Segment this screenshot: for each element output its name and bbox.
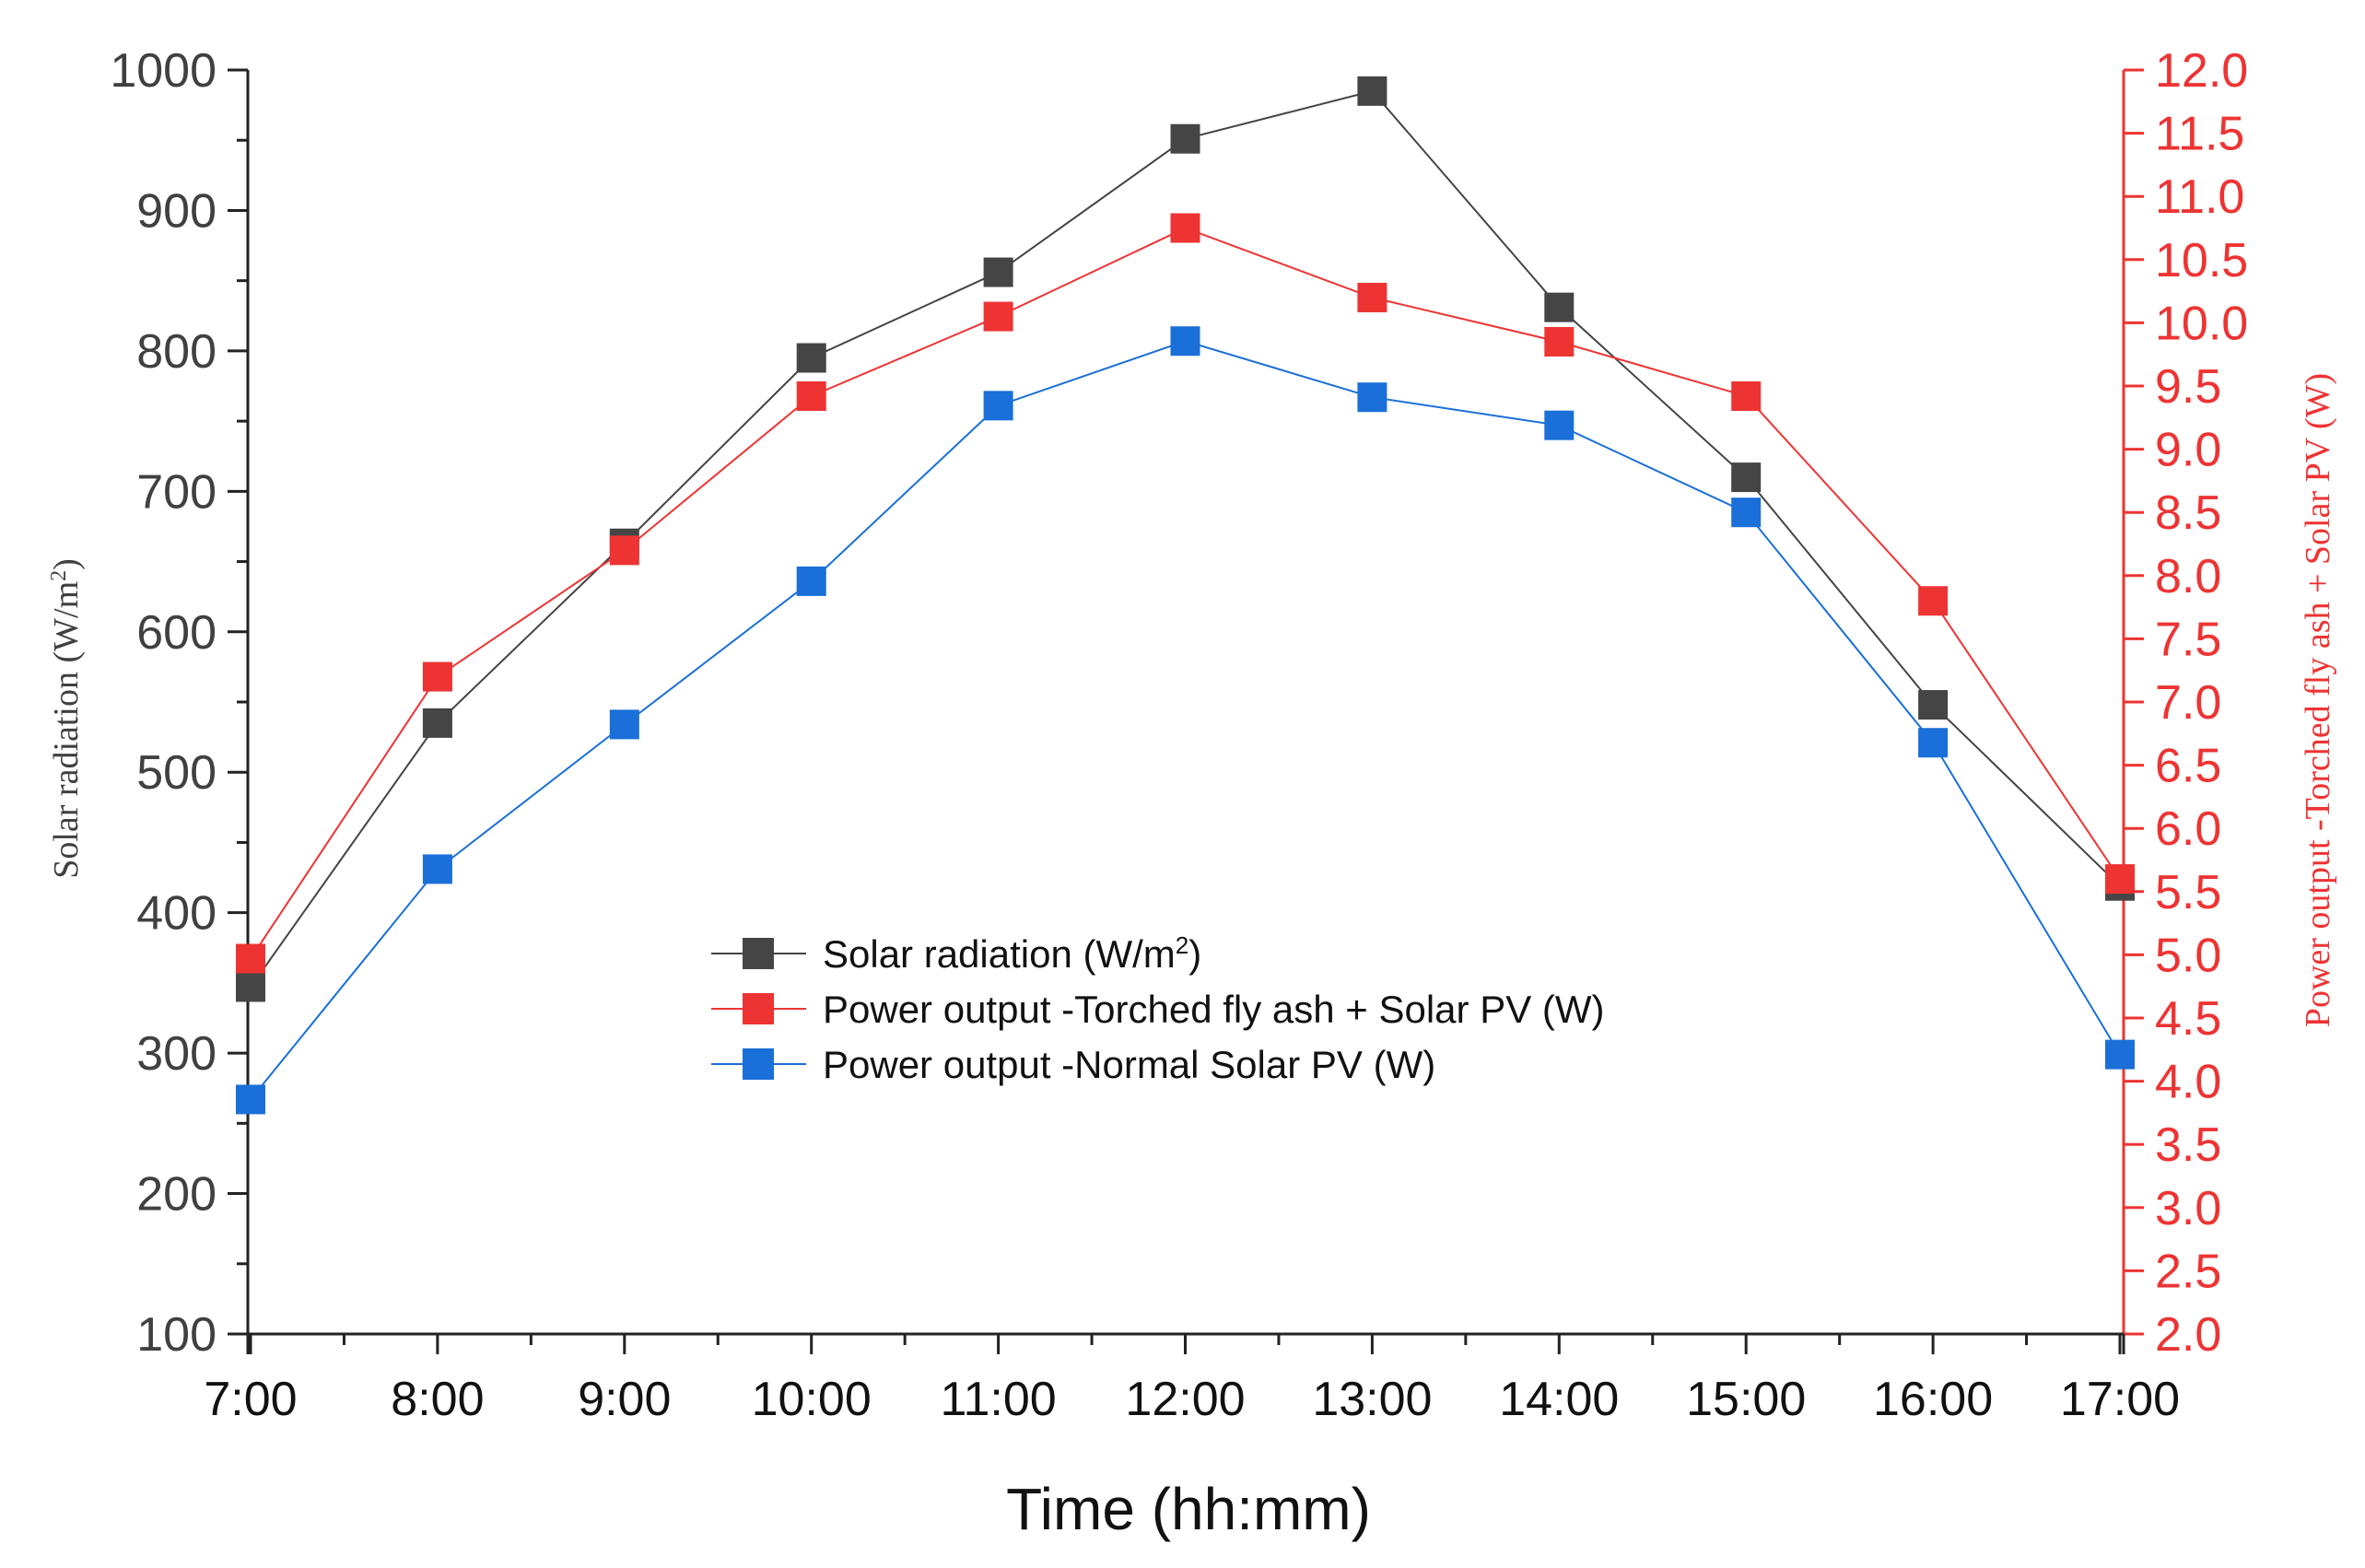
tick-labels: 100 200 300 400 500 600 700 800 900 1000 2.0 2.5 3.0… <box>110 44 2248 1426</box>
left-tick-label: 700 <box>136 465 217 519</box>
right-tick-label: 2.5 <box>2155 1245 2221 1298</box>
right-tick-label: 11.5 <box>2155 108 2244 161</box>
legend-item-normal-solar-pv: Power output -Normal Solar PV (W) <box>711 1043 1435 1086</box>
x-tick-label: 17:00 <box>2060 1373 2180 1426</box>
series-1-point <box>2105 864 2135 895</box>
series-1-point <box>236 943 265 974</box>
right-tick-label: 6.5 <box>2155 740 2221 793</box>
series-0-point <box>796 343 826 373</box>
legend-marker-torched-fly-ash <box>743 993 774 1024</box>
series-2-point <box>1544 410 1575 440</box>
x-tick-label: 9:00 <box>578 1373 671 1426</box>
series-0-point <box>983 257 1013 287</box>
right-tick-label: 5.0 <box>2155 929 2221 982</box>
right-tick-label: 4.0 <box>2155 1056 2221 1109</box>
series-2-point <box>422 854 452 884</box>
x-tick-label: 14:00 <box>1499 1373 1619 1426</box>
legend-marker-solar-radiation <box>743 938 774 969</box>
series-1-point <box>1170 213 1200 243</box>
series-1-point <box>796 380 826 411</box>
series-0-point <box>236 972 265 1002</box>
series-0-point <box>1918 690 1949 720</box>
series-1-point <box>1544 326 1575 357</box>
right-tick-label: 7.5 <box>2155 613 2221 666</box>
left-tick-label: 400 <box>136 887 217 941</box>
right-tick-label: 5.5 <box>2155 866 2221 919</box>
right-tick-label: 10.5 <box>2155 234 2248 287</box>
left-tick-label: 500 <box>136 746 217 800</box>
legend-label-normal-solar-pv: Power output -Normal Solar PV (W) <box>823 1043 1435 1086</box>
series-0-point <box>1544 292 1575 322</box>
series-2-point <box>796 566 826 596</box>
right-tick-label: 3.5 <box>2155 1118 2221 1172</box>
series-1-point <box>1357 282 1387 312</box>
series-2-point <box>1918 728 1949 758</box>
right-tick-label: 8.0 <box>2155 550 2221 603</box>
series-0-point <box>1170 123 1200 154</box>
x-tick-label: 8:00 <box>391 1373 484 1426</box>
x-tick-label: 16:00 <box>1873 1373 1993 1426</box>
left-tick-label: 600 <box>136 606 217 660</box>
series-0-point <box>1357 76 1387 106</box>
x-tick-label: 10:00 <box>752 1373 872 1426</box>
x-tick-label: 13:00 <box>1312 1373 1432 1426</box>
legend-marker-normal-solar-pv <box>743 1048 774 1080</box>
series-2-point <box>236 1084 265 1115</box>
left-tick-label: 800 <box>136 325 217 379</box>
right-tick-label: 11.0 <box>2155 170 2244 224</box>
series-0-point <box>422 708 452 738</box>
x-axis-title: Time (hh:mm) <box>1006 1476 1371 1542</box>
series-2-point <box>1170 326 1200 357</box>
x-tick-label: 7:00 <box>204 1373 297 1426</box>
x-tick-label: 15:00 <box>1686 1373 1806 1426</box>
right-tick-label: 3.0 <box>2155 1182 2221 1235</box>
series-line-2 <box>250 340 2121 1101</box>
series-1-point <box>1918 586 1949 616</box>
series-2-point <box>1731 497 1762 528</box>
series-1-point <box>983 301 1013 332</box>
right-tick-label: 9.5 <box>2155 360 2221 414</box>
legend-item-solar-radiation: Solar radiation (W/m2) <box>711 931 1201 976</box>
right-tick-label: 8.5 <box>2155 486 2221 540</box>
left-tick-label: 100 <box>136 1308 217 1362</box>
right-tick-label: 7.0 <box>2155 676 2221 730</box>
series-markers <box>236 76 2135 1115</box>
legend: Solar radiation (W/m2) Power output -Tor… <box>711 931 1605 1086</box>
right-tick-label: 6.0 <box>2155 802 2221 856</box>
right-tick-label: 2.0 <box>2155 1308 2221 1362</box>
series-2-point <box>1357 382 1387 413</box>
legend-label-torched-fly-ash: Power output -Torched fly ash + Solar PV… <box>823 988 1605 1031</box>
left-tick-label: 300 <box>136 1027 217 1081</box>
legend-item-torched-fly-ash: Power output -Torched fly ash + Solar PV… <box>711 988 1605 1031</box>
left-axis-title: Solar radiation (W/m2) <box>47 558 86 879</box>
axes <box>228 68 2144 1354</box>
right-tick-label: 9.0 <box>2155 424 2221 477</box>
series-0-point <box>1731 462 1762 493</box>
series-1-point <box>422 661 452 692</box>
series-2-point <box>609 709 639 740</box>
series-1-point <box>1731 380 1762 411</box>
right-tick-label: 10.0 <box>2155 297 2248 350</box>
left-tick-label: 1000 <box>110 44 217 98</box>
right-tick-label: 12.0 <box>2155 44 2248 98</box>
series-2-point <box>2105 1039 2135 1070</box>
x-tick-label: 11:00 <box>940 1373 1056 1426</box>
series-2-point <box>983 391 1013 421</box>
right-tick-label: 4.5 <box>2155 992 2221 1046</box>
right-axis-title: Power output -Torched fly ash + Solar PV… <box>2299 373 2337 1027</box>
x-tick-label: 12:00 <box>1125 1373 1245 1426</box>
left-tick-label: 200 <box>136 1168 217 1222</box>
left-tick-label: 900 <box>136 184 217 238</box>
series-1-point <box>609 535 639 566</box>
legend-label-solar-radiation: Solar radiation (W/m2) <box>823 931 1201 976</box>
